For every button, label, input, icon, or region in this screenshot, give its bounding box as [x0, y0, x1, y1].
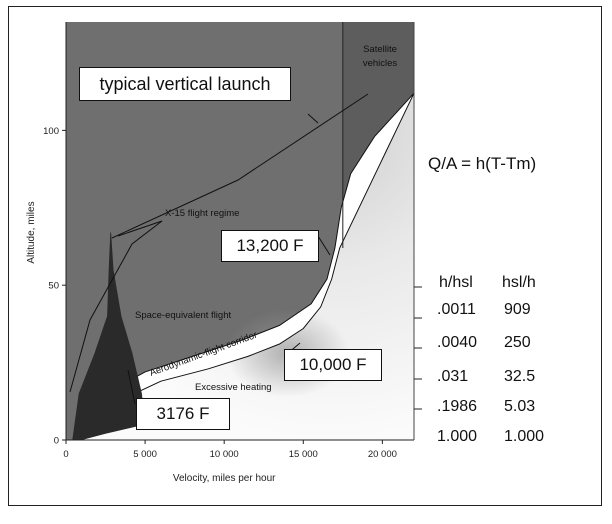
y-tick-label: 50 [48, 281, 59, 292]
x15-regime-label: X-15 flight regime [165, 208, 239, 219]
heat-flux-formula: Q/A = h(T-Tm) [428, 154, 537, 173]
x15-leader-line [117, 220, 163, 237]
x-tick-label: 15 000 [289, 449, 318, 460]
table-cell: 5.03 [504, 398, 536, 415]
table-cell: .0011 [437, 301, 476, 318]
table-cell: .031 [437, 368, 469, 385]
x15-flight-regime-region [72, 232, 146, 440]
annotation-3176f: 3176 F [136, 398, 230, 430]
space-equivalent-label: Space-equivalent flight [135, 310, 231, 321]
table-header: hsl/h [502, 274, 536, 291]
x-tick-label: 5 000 [133, 449, 157, 460]
satellite-label: Satellite [363, 44, 397, 55]
excessive-heating-label: Excessive heating [195, 382, 272, 393]
y-tick-label: 0 [54, 436, 59, 447]
table-cell: .1986 [437, 398, 478, 415]
x-tick-label: 0 [63, 449, 68, 460]
table-cell: 1.000 [437, 428, 478, 445]
annotation-pointer [127, 369, 136, 405]
annotation-pointer [317, 235, 331, 256]
table-cell: .0040 [437, 334, 478, 351]
table-cell: 250 [504, 334, 531, 351]
x-tick-label: 20 000 [368, 449, 397, 460]
table-header: h/hsl [439, 274, 473, 291]
table-cell: 909 [504, 301, 531, 318]
satellite-label: vehicles [363, 58, 398, 69]
annotation-13200f: 13,200 F [221, 230, 319, 262]
x-axis-title: Velocity, miles per hour [173, 473, 276, 484]
annotation-10000f: 10,000 F [284, 349, 382, 381]
vertical-launch-leader-line [111, 93, 369, 239]
x15-leader-line [69, 220, 163, 393]
figure-frame [8, 6, 602, 506]
table-cell: 1.000 [504, 428, 545, 445]
x-tick-label: 10 000 [210, 449, 239, 460]
vertical-launch-leader-line [307, 113, 319, 124]
y-axis-title: Altitude, miles [26, 201, 37, 263]
y-tick-label: 100 [43, 126, 59, 137]
table-cell: 32.5 [504, 368, 536, 385]
annotation-vertical-launch: typical vertical launch [79, 67, 291, 101]
